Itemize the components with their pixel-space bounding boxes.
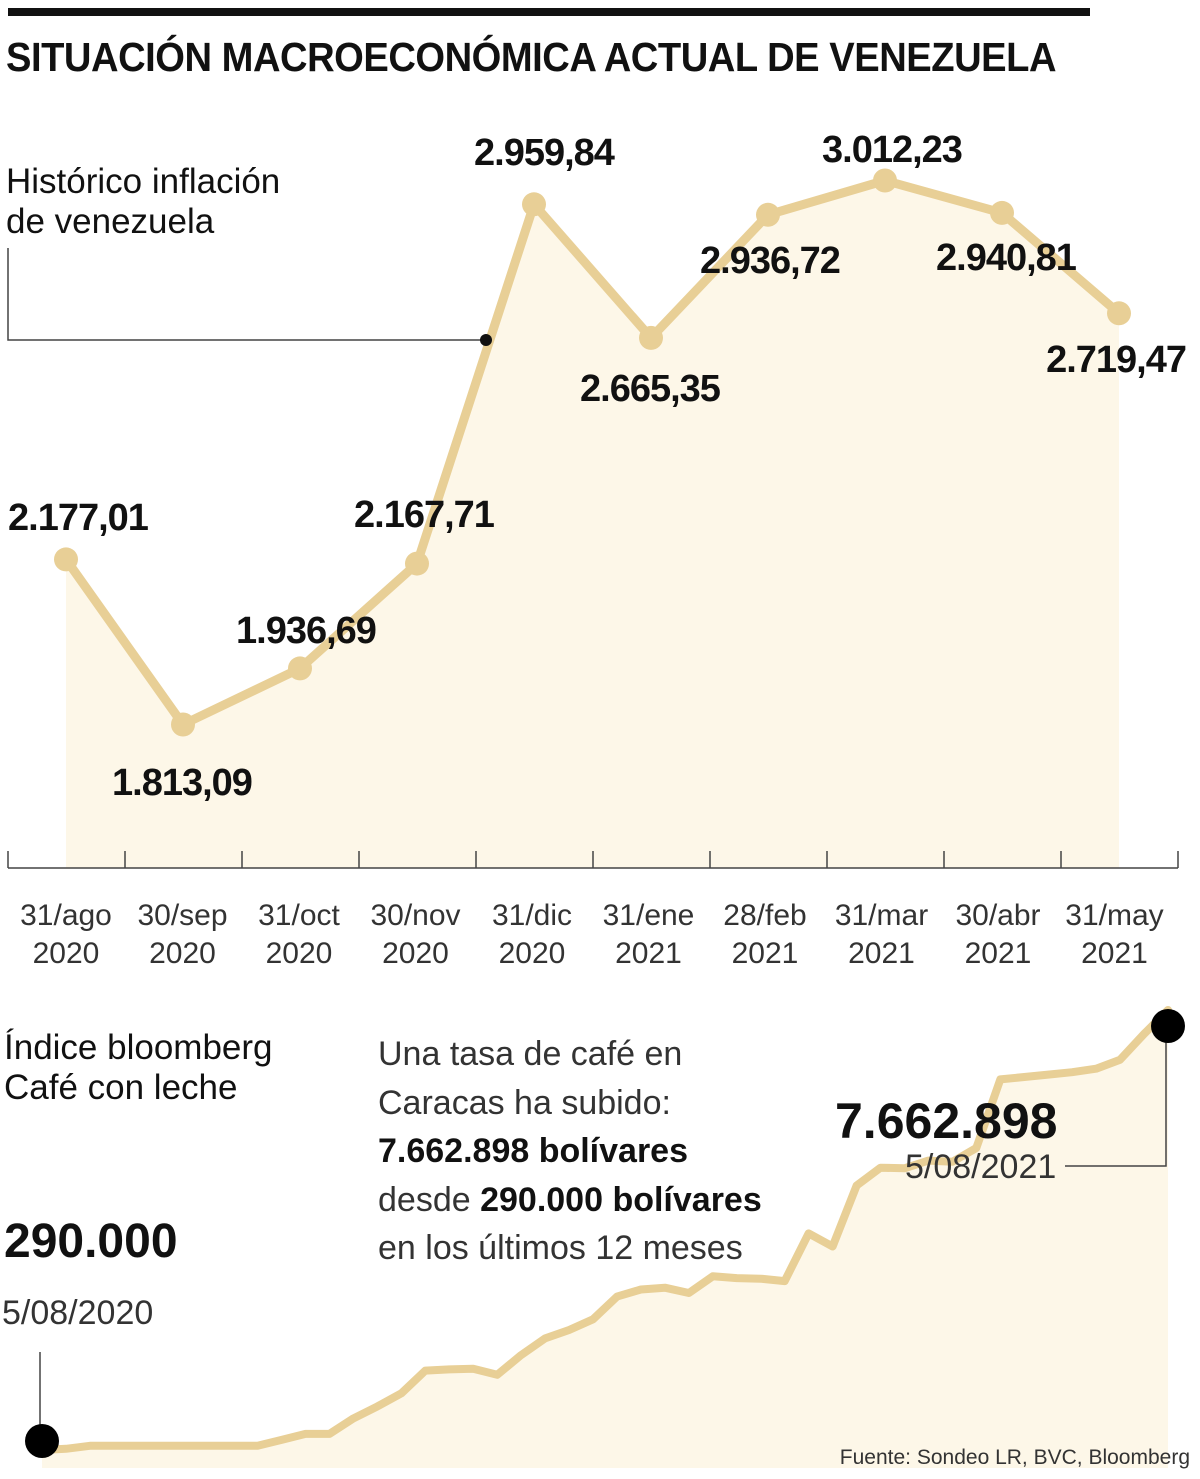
x-tick-label: 30/abr: [955, 899, 1040, 932]
leader-dot: [480, 334, 492, 346]
note-line5: en los últimos 12 meses: [378, 1229, 743, 1267]
end-date-label: 5/08/2021: [905, 1148, 1057, 1186]
source-note: Fuente: Sondeo LR, BVC, Bloomberg: [839, 1446, 1190, 1469]
x-tick-label: 31/ago: [20, 899, 112, 932]
x-tick-year-label: 2020: [382, 937, 449, 970]
note-line3: 7.662.898 bolívares: [378, 1132, 689, 1170]
inflation-data-label: 2.959,84: [474, 132, 615, 174]
note-line2: Caracas ha subido:: [378, 1083, 671, 1122]
inflation-point-3: [405, 551, 429, 576]
x-tick-year-label: 2020: [499, 937, 566, 970]
inflation-point-6: [756, 202, 780, 227]
x-tick-year-label: 2020: [149, 937, 216, 970]
inflation-area: [66, 180, 1119, 868]
note-line1: Una tasa de café en: [378, 1035, 683, 1073]
chart1-title-line1: Histórico inflación: [6, 162, 281, 201]
top-rule: [8, 8, 1090, 16]
inflation-data-label: 2.665,35: [580, 368, 721, 410]
inflation-data-label: 2.167,71: [354, 494, 495, 536]
x-tick-label: 31/dic: [492, 899, 572, 932]
note-line4-bold: 290.000 bolívares: [480, 1180, 762, 1219]
end-value-label: 7.662.898: [835, 1093, 1058, 1149]
inflation-data-label: 2.719,47: [1046, 339, 1186, 381]
inflation-data-label: 2.936,72: [700, 240, 840, 282]
x-tick-label: 28/feb: [723, 899, 806, 932]
x-tick-year-label: 2021: [848, 937, 915, 970]
inflation-data-label: 2.177,01: [8, 497, 149, 539]
x-tick-year-label: 2020: [33, 937, 100, 970]
x-tick-label: 30/sep: [137, 899, 227, 932]
inflation-data-label: 1.813,09: [112, 762, 252, 804]
chart1-title: Histórico inflación de venezuela: [6, 162, 280, 242]
x-tick-label: 31/oct: [258, 899, 340, 932]
chart2-title-line2: Café con leche: [4, 1068, 238, 1107]
x-tick-year-label: 2021: [965, 937, 1032, 970]
inflation-point-4: [522, 192, 546, 217]
end-marker: [1151, 1009, 1185, 1043]
start-date-label: 5/08/2020: [2, 1294, 154, 1332]
title-leader-line: [7, 248, 486, 341]
x-tick-label: 31/ene: [603, 899, 695, 932]
x-tick-year-label: 2021: [1081, 937, 1148, 970]
coffee-area: [42, 1010, 1168, 1468]
note-line4-prefix: desde: [378, 1180, 481, 1219]
inflation-data-label: 1.936,69: [236, 610, 376, 652]
x-tick-label: 30/nov: [370, 899, 460, 932]
start-value-label: 290.000: [4, 1215, 178, 1268]
coffee-note: Una tasa de café en Caracas ha subido: 7…: [378, 1030, 762, 1273]
chart2-title: Índice bloomberg Café con leche: [4, 1028, 273, 1108]
inflation-point-1: [171, 712, 195, 737]
inflation-point-8: [990, 200, 1014, 225]
inflation-point-2: [288, 656, 312, 681]
inflation-point-7: [873, 168, 897, 193]
x-tick-label: 31/may: [1065, 899, 1163, 932]
inflation-point-9: [1107, 301, 1131, 326]
x-tick-year-label: 2021: [615, 937, 682, 970]
inflation-data-label: 2.940,81: [936, 237, 1077, 279]
coffee-line: [38, 1006, 1172, 1454]
inflation-point-0: [54, 547, 78, 572]
x-tick-label: 31/mar: [835, 899, 928, 932]
x-tick-year-label: 2020: [266, 937, 333, 970]
inflation-line: [61, 176, 1124, 729]
start-marker: [25, 1424, 59, 1458]
chart1-title-line2: de venezuela: [6, 202, 215, 241]
end-leader-line: [1065, 1030, 1167, 1167]
chart2-title-line1: Índice bloomberg: [4, 1028, 273, 1067]
page-title: SITUACIÓN MACROECONÓMICA ACTUAL DE VENEZ…: [6, 34, 1057, 80]
inflation-data-label: 3.012,23: [822, 129, 962, 171]
x-tick-year-label: 2021: [732, 937, 799, 970]
inflation-point-5: [639, 325, 663, 350]
